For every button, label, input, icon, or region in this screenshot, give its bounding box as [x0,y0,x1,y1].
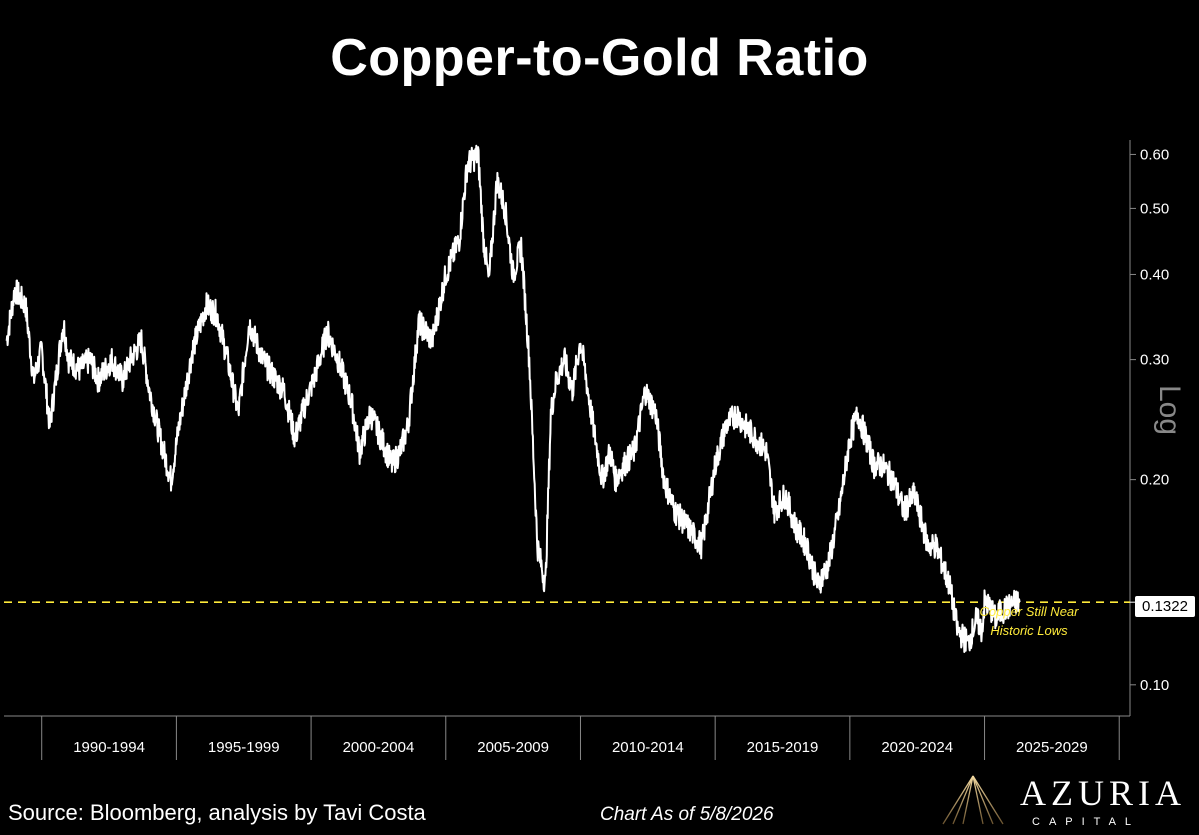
y-tick-label: 0.10 [1140,677,1169,694]
chart-title: Copper-to-Gold Ratio [330,29,869,87]
azuria-logo: AZURIA CAPITAL [938,772,1188,832]
logo-name: AZURIA [1020,773,1186,813]
x-tick-label: 2000-2004 [343,739,415,756]
x-tick-label: 2020-2024 [881,739,953,756]
logo-mark-icon [942,775,1004,825]
y-tick-label: 0.20 [1140,472,1169,489]
y-axis-label: Log [1153,385,1186,435]
logo-subtitle: CAPITAL [1032,816,1141,828]
y-tick-label: 0.50 [1140,200,1169,217]
y-tick-label: 0.60 [1140,146,1169,163]
y-tick-label: 0.40 [1140,266,1169,283]
x-tick-label: 2025-2029 [1016,739,1088,756]
x-tick-label: 2010-2014 [612,739,684,756]
as-of-note: Chart As of 5/8/2026 [600,804,774,825]
x-tick-label: 1995-1999 [208,739,280,756]
x-tick-label: 1990-1994 [73,739,145,756]
source-note: Source: Bloomberg, analysis by Tavi Cost… [8,800,426,825]
last-value-label: 0.1322 [1135,596,1195,617]
ratio-series-line [5,144,1021,653]
x-tick-label: 2015-2019 [747,739,819,756]
annotation-text: Copper Still Near Historic Lows [979,604,1079,638]
y-tick-label: 0.30 [1140,352,1169,369]
x-tick-label: 2005-2009 [477,739,549,756]
